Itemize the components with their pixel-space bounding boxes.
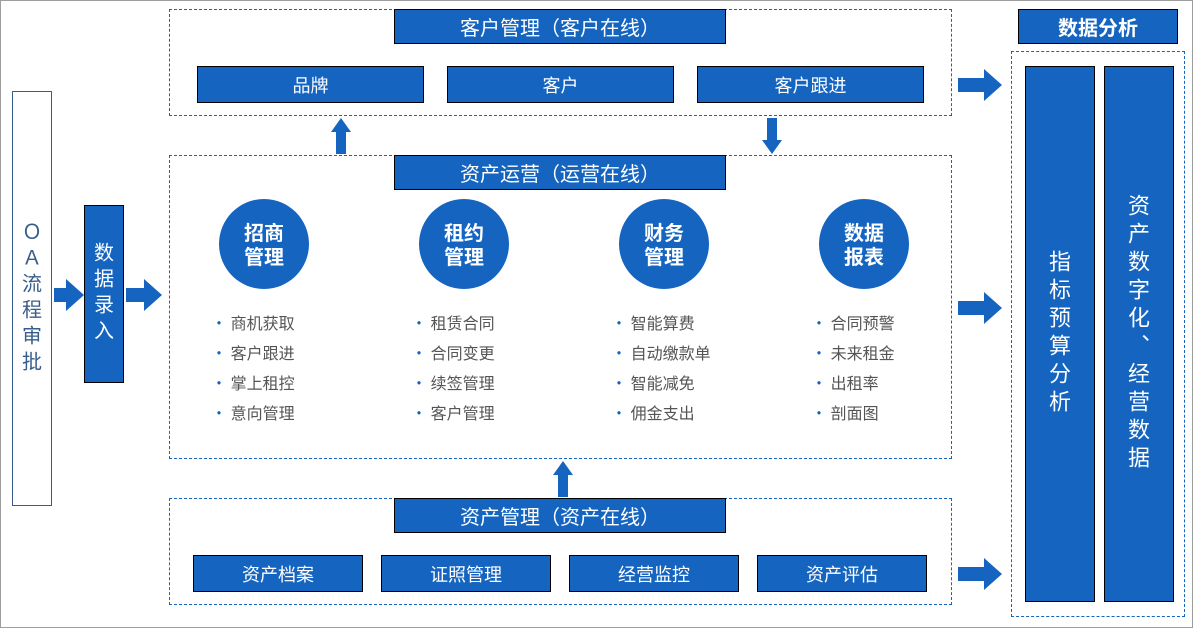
bullet: 智能减免 bbox=[611, 370, 711, 394]
bullet: 出租率 bbox=[811, 370, 895, 394]
circle-2: 财务管理 bbox=[619, 199, 709, 289]
circle-1: 租约管理 bbox=[419, 199, 509, 289]
bullet: 佣金支出 bbox=[611, 400, 711, 424]
top-section-title: 客户管理（客户在线） bbox=[394, 9, 726, 44]
bullet: 租赁合同 bbox=[411, 310, 495, 334]
right-header: 数据分析 bbox=[1018, 9, 1178, 44]
top-item-0: 品牌 bbox=[197, 66, 424, 103]
right-col-2: 资产数字化、经营数据 bbox=[1104, 66, 1174, 602]
circle-3-label: 数据报表 bbox=[844, 220, 884, 268]
bullet: 剖面图 bbox=[811, 400, 895, 424]
bullet: 续签管理 bbox=[411, 370, 495, 394]
bullet: 掌上租控 bbox=[211, 370, 295, 394]
bullet: 未来租金 bbox=[811, 340, 895, 364]
circle-0: 招商管理 bbox=[219, 199, 309, 289]
bottom-item-2: 经营监控 bbox=[569, 555, 739, 592]
bullet: 客户管理 bbox=[411, 400, 495, 424]
circle-3: 数据报表 bbox=[819, 199, 909, 289]
left-input-box: 数据录入 bbox=[84, 205, 124, 383]
circle-0-label: 招商管理 bbox=[244, 220, 284, 268]
bullets-col-3: 合同预警 未来租金 出租率 剖面图 bbox=[811, 304, 895, 430]
bullets-col-1: 租赁合同 合同变更 续签管理 客户管理 bbox=[411, 304, 495, 430]
bullet: 客户跟进 bbox=[211, 340, 295, 364]
left-oa-box: ＯＡ流程审批 bbox=[12, 91, 52, 506]
middle-section-title: 资产运营（运营在线） bbox=[394, 155, 726, 190]
top-item-2: 客户跟进 bbox=[697, 66, 924, 103]
top-item-1: 客户 bbox=[447, 66, 674, 103]
arrow-top-to-right bbox=[958, 69, 1002, 101]
bottom-section-title: 资产管理（资产在线） bbox=[394, 498, 726, 533]
diagram-stage: ＯＡ流程审批 数据录入 客户管理（客户在线） 品牌 客户 客户跟进 资产运营（运… bbox=[0, 0, 1193, 628]
bottom-item-3: 资产评估 bbox=[757, 555, 927, 592]
circle-1-label: 租约管理 bbox=[444, 220, 484, 268]
right-col-1: 指标预算分析 bbox=[1025, 66, 1095, 602]
arrow-input-to-center bbox=[126, 279, 162, 311]
bullet: 意向管理 bbox=[211, 400, 295, 424]
bullet: 商机获取 bbox=[211, 310, 295, 334]
circle-2-label: 财务管理 bbox=[644, 220, 684, 268]
bullet: 智能算费 bbox=[611, 310, 711, 334]
bottom-item-1: 证照管理 bbox=[381, 555, 551, 592]
bullets-col-0: 商机获取 客户跟进 掌上租控 意向管理 bbox=[211, 304, 295, 430]
bullet: 合同变更 bbox=[411, 340, 495, 364]
bullets-col-2: 智能算费 自动缴款单 智能减免 佣金支出 bbox=[611, 304, 711, 430]
arrow-bottom-to-right bbox=[958, 558, 1002, 590]
bullet: 合同预警 bbox=[811, 310, 895, 334]
bottom-item-0: 资产档案 bbox=[193, 555, 363, 592]
arrow-middle-to-right bbox=[958, 292, 1002, 324]
bullet: 自动缴款单 bbox=[611, 340, 711, 364]
arrow-oa-to-input bbox=[54, 279, 82, 311]
